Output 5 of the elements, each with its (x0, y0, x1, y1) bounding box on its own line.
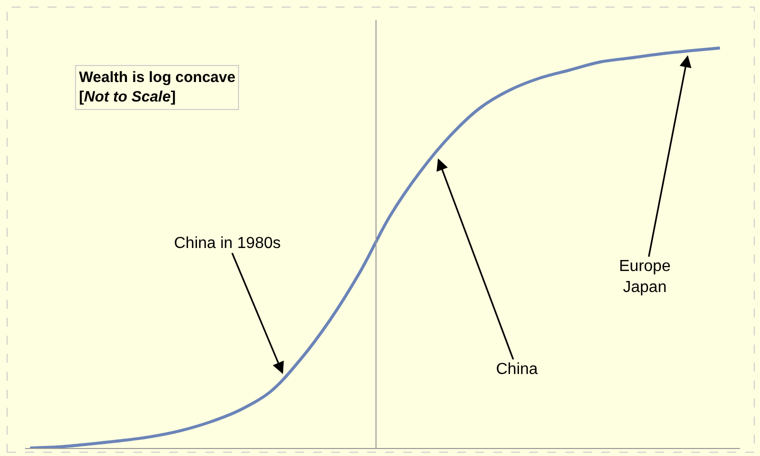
annotation: China (496, 361, 538, 378)
annotation: China in 1980s (174, 235, 281, 252)
annotation: Europe Japan (619, 258, 671, 296)
text: [Not to Scale] (79, 88, 176, 106)
text: Wealth is log concave (79, 69, 236, 86)
